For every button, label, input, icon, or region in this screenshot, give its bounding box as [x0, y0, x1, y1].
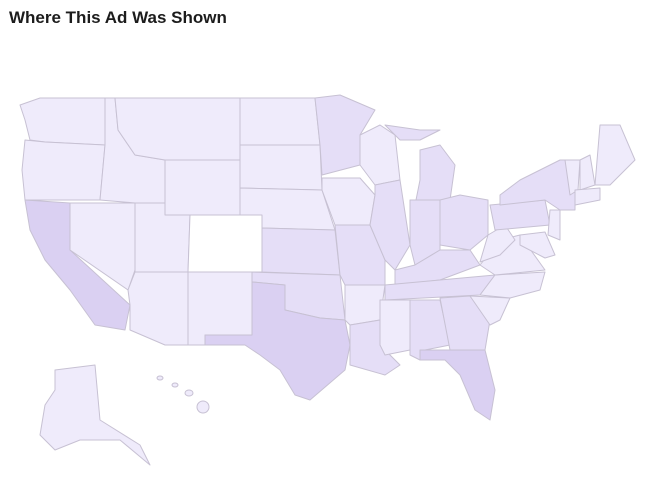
state [379, 299, 411, 356]
state [594, 124, 636, 186]
state [469, 295, 511, 326]
state [184, 389, 194, 397]
state [439, 194, 489, 251]
title: Where This Ad Was Shown [9, 8, 227, 27]
state [439, 295, 491, 351]
state [187, 271, 253, 346]
state [574, 187, 601, 206]
state [414, 144, 456, 206]
state [547, 209, 561, 241]
state [171, 382, 179, 388]
state [187, 214, 263, 273]
state [239, 97, 321, 146]
state [196, 400, 210, 414]
state [239, 144, 323, 191]
state [579, 154, 596, 191]
state [156, 375, 164, 381]
state [519, 231, 556, 259]
state [127, 271, 189, 346]
state [164, 159, 241, 216]
state [499, 159, 576, 211]
state [261, 227, 341, 276]
state [419, 349, 496, 421]
state [344, 284, 386, 326]
state [114, 97, 241, 161]
state [479, 271, 546, 299]
states [19, 94, 636, 466]
state [369, 179, 411, 271]
state [19, 97, 106, 146]
state [39, 364, 151, 466]
state [21, 139, 106, 201]
state [204, 281, 351, 401]
state [384, 124, 441, 141]
state [489, 199, 551, 231]
